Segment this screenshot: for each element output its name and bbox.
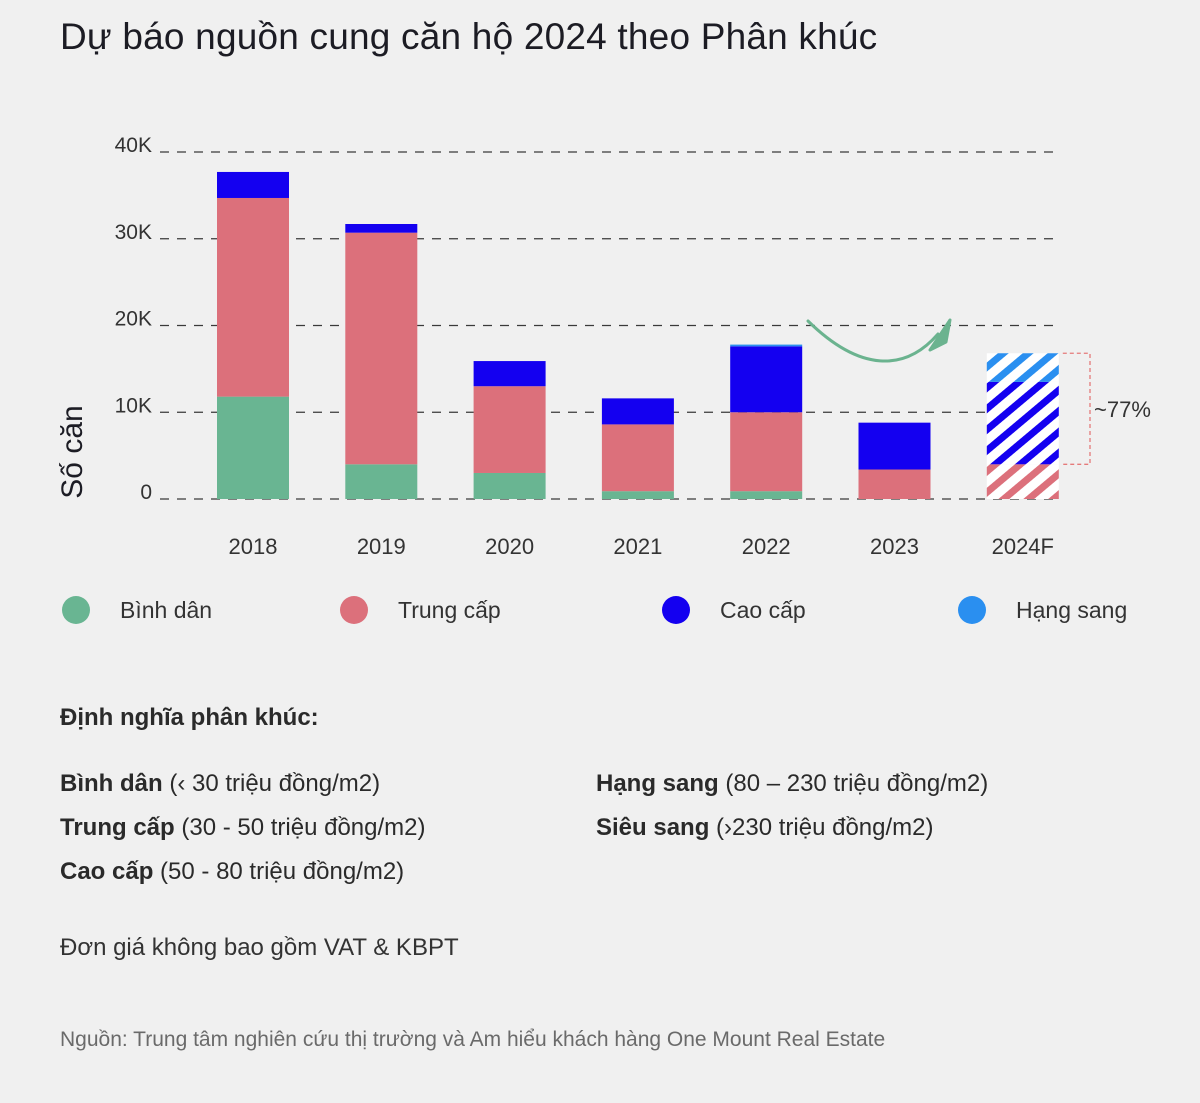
definition-name: Hạng sang (596, 770, 719, 797)
x-tick-label: 2019 (357, 534, 406, 559)
y-tick-label: 10K (115, 394, 152, 417)
stacked-bar-chart: ~77% 0 10K 20K 30K 40K Số căn 2018 2019 2020 2021… (56, 134, 1151, 559)
x-tick-label: 2021 (613, 534, 662, 559)
bar-segment-2020-0 (473, 472, 546, 499)
legend-item-trung-cap: Trung cấp (340, 596, 501, 624)
bar-segment-2023-1 (858, 469, 931, 499)
bar-segment-2018-2 (217, 171, 289, 198)
x-tick-label: 2020 (485, 534, 534, 559)
bar-segment-2018-0 (217, 396, 289, 499)
bar-segment-2021-0 (601, 491, 674, 499)
bar-segment-2019-1 (345, 232, 418, 465)
trend-arrow (806, 319, 940, 363)
definition-name: Cao cấp (60, 858, 154, 885)
x-tick-label: 2018 (229, 534, 278, 559)
x-tick-label: 2023 (870, 534, 919, 559)
y-tick-label: 0 (140, 481, 152, 504)
definition-range: (30 - 50 triệu đồng/m2) (181, 814, 426, 841)
bar-segment-2022-0 (730, 491, 803, 499)
chart-legend: Bình dân Trung cấp Cao cấp Hạng sang (0, 596, 1200, 632)
bar-segment-2019-2 (345, 224, 418, 233)
bar-segment-2024F-2 (986, 381, 1059, 465)
legend-item-binh-dan: Bình dân (62, 596, 212, 624)
bar-segment-2020-2 (473, 361, 546, 387)
definition-range: (›230 triệu đồng/m2) (716, 814, 934, 841)
bar-segment-2022-3 (730, 344, 803, 347)
definition-sieu-sang: Siêu sang (›230 triệu đồng/m2) (596, 814, 934, 842)
legend-swatch (62, 596, 90, 624)
definition-range: (‹ 30 triệu đồng/m2) (169, 770, 381, 797)
definition-range: (50 - 80 triệu đồng/m2) (160, 858, 405, 885)
legend-label: Hạng sang (1016, 596, 1128, 623)
legend-item-cao-cap: Cao cấp (662, 596, 806, 624)
bar-segment-2023-2 (858, 422, 931, 470)
legend-label: Bình dân (120, 596, 213, 623)
trend-arrow-head (928, 318, 952, 352)
definitions-heading: Định nghĩa phân khúc: (60, 704, 319, 731)
y-axis-label: Số căn (56, 405, 89, 498)
definition-hang-sang: Hạng sang (80 – 230 triệu đồng/m2) (596, 770, 988, 798)
definition-binh-dan: Bình dân (‹ 30 triệu đồng/m2) (60, 770, 380, 798)
bar-segment-2018-1 (217, 197, 289, 397)
bar-segment-2024F-1 (986, 464, 1059, 499)
definition-range: (80 – 230 triệu đồng/m2) (725, 770, 989, 797)
definition-name: Trung cấp (60, 814, 175, 841)
bar-segment-2022-2 (730, 346, 803, 413)
legend-item-hang-sang: Hạng sang (958, 596, 1127, 624)
bar-segment-2021-1 (601, 424, 674, 492)
y-tick-label: 20K (115, 308, 152, 331)
x-tick-label: 2022 (742, 534, 791, 559)
bar-segment-2022-1 (730, 412, 803, 492)
chart-title: Dự báo nguồn cung căn hộ 2024 theo Phân … (60, 16, 878, 57)
source-note: Nguồn: Trung tâm nghiên cứu thị trường v… (60, 1028, 886, 1051)
bar-segment-2024F-3 (986, 353, 1059, 382)
definition-name: Bình dân (60, 770, 163, 797)
price-note: Đơn giá không bao gồm VAT & KBPT (60, 934, 459, 961)
bar-segment-2020-1 (473, 386, 546, 473)
y-tick-label: 30K (115, 221, 152, 244)
bar-segment-2021-2 (601, 398, 674, 425)
legend-swatch (958, 596, 986, 624)
definition-name: Siêu sang (596, 814, 710, 841)
legend-label: Trung cấp (398, 596, 501, 623)
bar-segment-2019-0 (345, 464, 418, 499)
x-tick-label: 2024F (992, 534, 1054, 559)
growth-bracket (1062, 352, 1091, 465)
definition-cao-cap: Cao cấp (50 - 80 triệu đồng/m2) (60, 858, 404, 886)
y-tick-label: 40K (115, 134, 152, 157)
legend-label: Cao cấp (720, 596, 806, 623)
definition-trung-cap: Trung cấp (30 - 50 triệu đồng/m2) (60, 814, 425, 842)
growth-annotation: ~77% (1094, 397, 1151, 422)
legend-swatch (340, 596, 368, 624)
legend-swatch (662, 596, 690, 624)
